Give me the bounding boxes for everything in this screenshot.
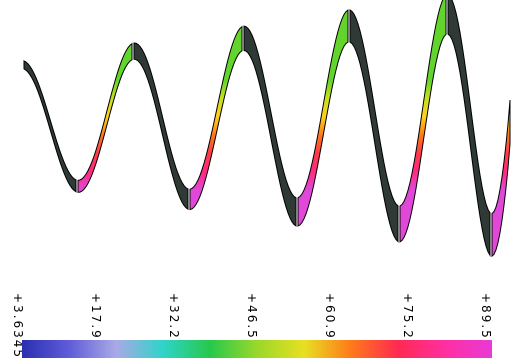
ribbon-front-face bbox=[77, 0, 511, 258]
colorbar: +3.6345 +17.955 +32.276 +46.597 +60.918 +75.2… bbox=[11, 293, 493, 358]
ribbon-surface bbox=[23, 0, 511, 258]
colorbar-tick-label: +3.6345 bbox=[11, 293, 25, 358]
ribbon-back-face bbox=[23, 0, 491, 258]
colorbar-gradient-bar bbox=[22, 340, 492, 358]
